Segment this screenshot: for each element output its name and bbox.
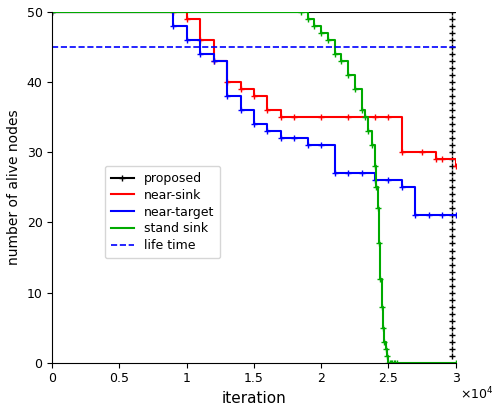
near-target	[197, 52, 203, 57]
stand sink	[394, 360, 400, 365]
near-sink	[49, 9, 55, 14]
Y-axis label: number of alive nodes: number of alive nodes	[7, 109, 21, 265]
near-target	[452, 213, 458, 218]
X-axis label: iteration: iteration	[222, 391, 286, 406]
Legend: proposed, near-sink, near-target, stand sink, life time: proposed, near-sink, near-target, stand …	[105, 166, 220, 258]
stand sink	[384, 353, 390, 358]
stand sink	[298, 9, 304, 14]
near-target	[426, 213, 432, 218]
near-target	[238, 108, 244, 113]
near-sink	[372, 115, 378, 120]
stand sink	[49, 9, 55, 14]
stand sink	[378, 304, 384, 309]
near-target	[224, 94, 230, 99]
stand sink	[387, 360, 393, 365]
near-target	[184, 38, 190, 43]
near-sink	[251, 94, 257, 99]
near-target	[332, 171, 338, 176]
Text: $\times10^4$: $\times10^4$	[460, 386, 493, 402]
stand sink	[305, 17, 311, 21]
Line: stand sink: stand sink	[52, 12, 456, 363]
near-sink	[399, 150, 405, 155]
near-target	[49, 9, 55, 14]
near-sink	[238, 87, 244, 92]
near-target	[170, 24, 176, 28]
near-target	[412, 213, 418, 218]
life time	[49, 45, 55, 50]
stand sink	[391, 360, 397, 365]
near-sink	[278, 115, 284, 120]
near-sink	[452, 164, 458, 169]
near-sink	[386, 115, 392, 120]
stand sink	[388, 360, 394, 365]
stand sink	[362, 115, 368, 120]
near-sink	[224, 80, 230, 85]
near-sink	[197, 38, 203, 43]
near-target	[305, 143, 311, 148]
stand sink	[358, 108, 364, 113]
stand sink	[382, 339, 388, 344]
near-sink	[432, 157, 438, 162]
near-target	[278, 136, 284, 141]
stand sink	[378, 276, 384, 281]
Line: near-target: near-target	[52, 12, 456, 216]
Line: near-sink: near-sink	[52, 12, 456, 166]
stand sink	[383, 346, 389, 351]
near-target	[251, 122, 257, 127]
stand sink	[318, 31, 324, 36]
near-target	[372, 178, 378, 183]
stand sink	[332, 52, 338, 57]
stand sink	[374, 185, 380, 190]
near-target	[358, 171, 364, 176]
stand sink	[345, 73, 351, 78]
stand sink	[374, 206, 380, 211]
near-target	[318, 143, 324, 148]
near-sink	[318, 115, 324, 120]
near-target	[210, 59, 216, 64]
stand sink	[376, 241, 382, 246]
near-target	[399, 185, 405, 190]
life time	[49, 45, 55, 50]
stand sink	[325, 38, 331, 43]
stand sink	[390, 360, 396, 365]
stand sink	[338, 59, 344, 64]
near-target	[386, 178, 392, 183]
stand sink	[386, 360, 392, 365]
stand sink	[452, 360, 458, 365]
stand sink	[372, 164, 378, 169]
near-sink	[292, 115, 298, 120]
stand sink	[352, 87, 358, 92]
near-sink	[170, 9, 176, 14]
stand sink	[392, 360, 398, 365]
near-sink	[345, 115, 351, 120]
near-sink	[184, 17, 190, 21]
near-target	[439, 213, 445, 218]
near-target	[264, 129, 270, 134]
near-sink	[210, 59, 216, 64]
stand sink	[312, 24, 318, 28]
near-sink	[439, 157, 445, 162]
near-sink	[264, 108, 270, 113]
stand sink	[380, 325, 386, 330]
stand sink	[368, 143, 374, 148]
near-target	[345, 171, 351, 176]
near-target	[292, 136, 298, 141]
stand sink	[366, 129, 372, 134]
near-sink	[419, 150, 425, 155]
